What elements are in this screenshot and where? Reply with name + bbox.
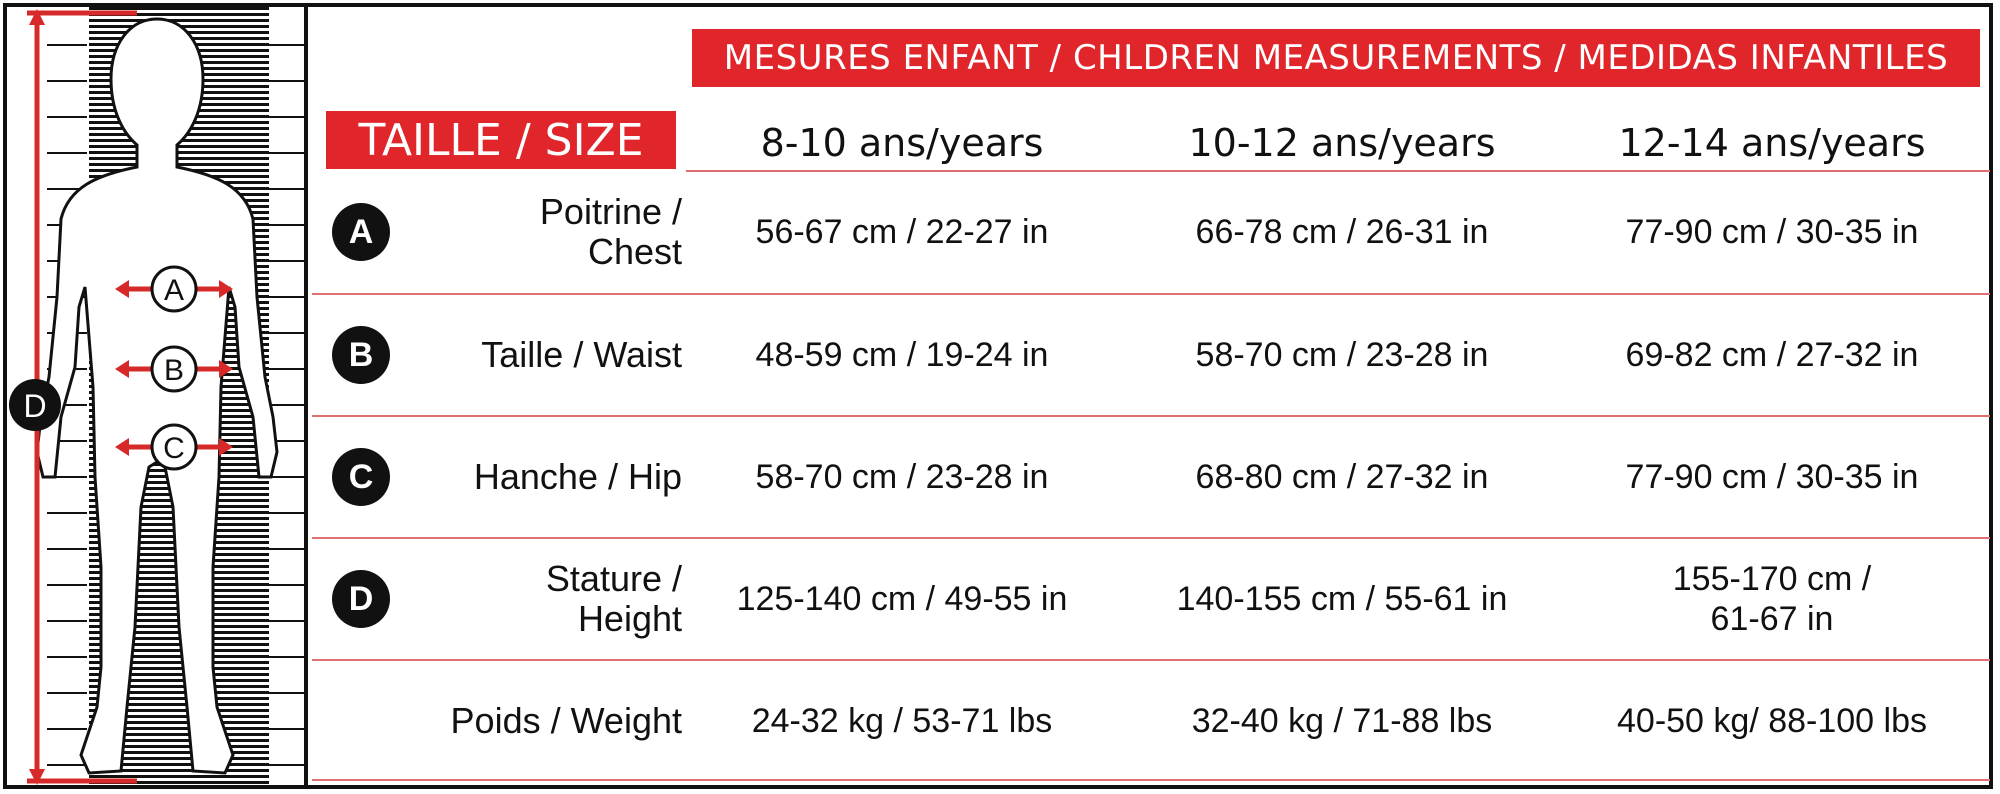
column-header-8-10: 8-10 ans/years	[760, 121, 1044, 165]
column-header-10-12: 10-12 ans/years	[1188, 121, 1496, 165]
svg-text:D: D	[23, 388, 46, 424]
table-cell: 58-70 cm / 23-28 in	[755, 458, 1049, 496]
size-table: MESURES ENFANT / CHLDREN MEASUREMENTS / …	[312, 7, 1990, 786]
table-cell: 68-80 cm / 27-32 in	[1195, 458, 1489, 496]
marker-b: B	[115, 345, 233, 393]
measurements-banner: MESURES ENFANT / CHLDREN MEASUREMENTS / …	[692, 29, 1980, 87]
marker-letter: A	[164, 274, 184, 307]
arrowhead-icon	[115, 360, 129, 378]
divider	[312, 537, 1990, 539]
row-label: Poids / Weight	[450, 700, 682, 741]
row-label: Hanche / Hip	[473, 456, 682, 497]
table-cell: 66-78 cm / 26-31 in	[1195, 213, 1489, 251]
row-badge-b: B	[332, 326, 390, 384]
divider	[312, 415, 1990, 417]
table-cell: 69-82 cm / 27-32 in	[1625, 336, 1919, 374]
divider	[312, 779, 1990, 781]
arrowhead-icon	[115, 280, 129, 298]
table-cell: 77-90 cm / 30-35 in	[1625, 458, 1919, 496]
table-cell: 24-32 kg / 53-71 lbs	[751, 702, 1053, 740]
arrowhead-icon	[219, 280, 233, 298]
marker-c: C	[115, 423, 233, 471]
table-cell: 155-170 cm /61-67 in	[1672, 560, 1872, 638]
row-label: Stature / Height	[545, 558, 682, 639]
arrow-down-icon	[29, 769, 45, 785]
body-figure: D A B C	[9, 7, 304, 786]
column-header-12-14: 12-14 ans/years	[1618, 121, 1926, 165]
row-badge-c: C	[332, 448, 390, 506]
row-badge-d: D	[332, 570, 390, 628]
arrowhead-icon	[115, 438, 129, 456]
divider	[312, 659, 1990, 661]
table-cell: 56-67 cm / 22-27 in	[755, 213, 1049, 251]
table-cell: 48-59 cm / 19-24 in	[755, 336, 1049, 374]
marker-a: A	[115, 265, 233, 313]
marker-letter: B	[164, 354, 184, 387]
arrowhead-icon	[219, 438, 233, 456]
body-figure-panel: D A B C	[7, 7, 308, 786]
table-cell: 77-90 cm / 30-35 in	[1625, 213, 1919, 251]
row-label: Poitrine / Chest	[539, 191, 682, 272]
divider	[686, 170, 1990, 172]
table-cell: 58-70 cm / 23-28 in	[1195, 336, 1489, 374]
chart-frame	[3, 3, 1993, 789]
table-cell: 40-50 kg/ 88-100 lbs	[1617, 702, 1927, 740]
row-badge-a: A	[332, 203, 390, 261]
divider	[312, 293, 1990, 295]
row-label: Taille / Waist	[481, 334, 682, 375]
table-cell: 125-140 cm / 49-55 in	[736, 580, 1068, 618]
marker-letter: C	[163, 432, 185, 465]
table-cell: 32-40 kg / 71-88 lbs	[1191, 702, 1493, 740]
size-label: TAILLE / SIZE	[326, 111, 676, 169]
arrowhead-icon	[219, 360, 233, 378]
arrow-up-icon	[29, 9, 45, 25]
table-cell: 140-155 cm / 55-61 in	[1176, 580, 1508, 618]
marker-d: D	[9, 379, 61, 431]
